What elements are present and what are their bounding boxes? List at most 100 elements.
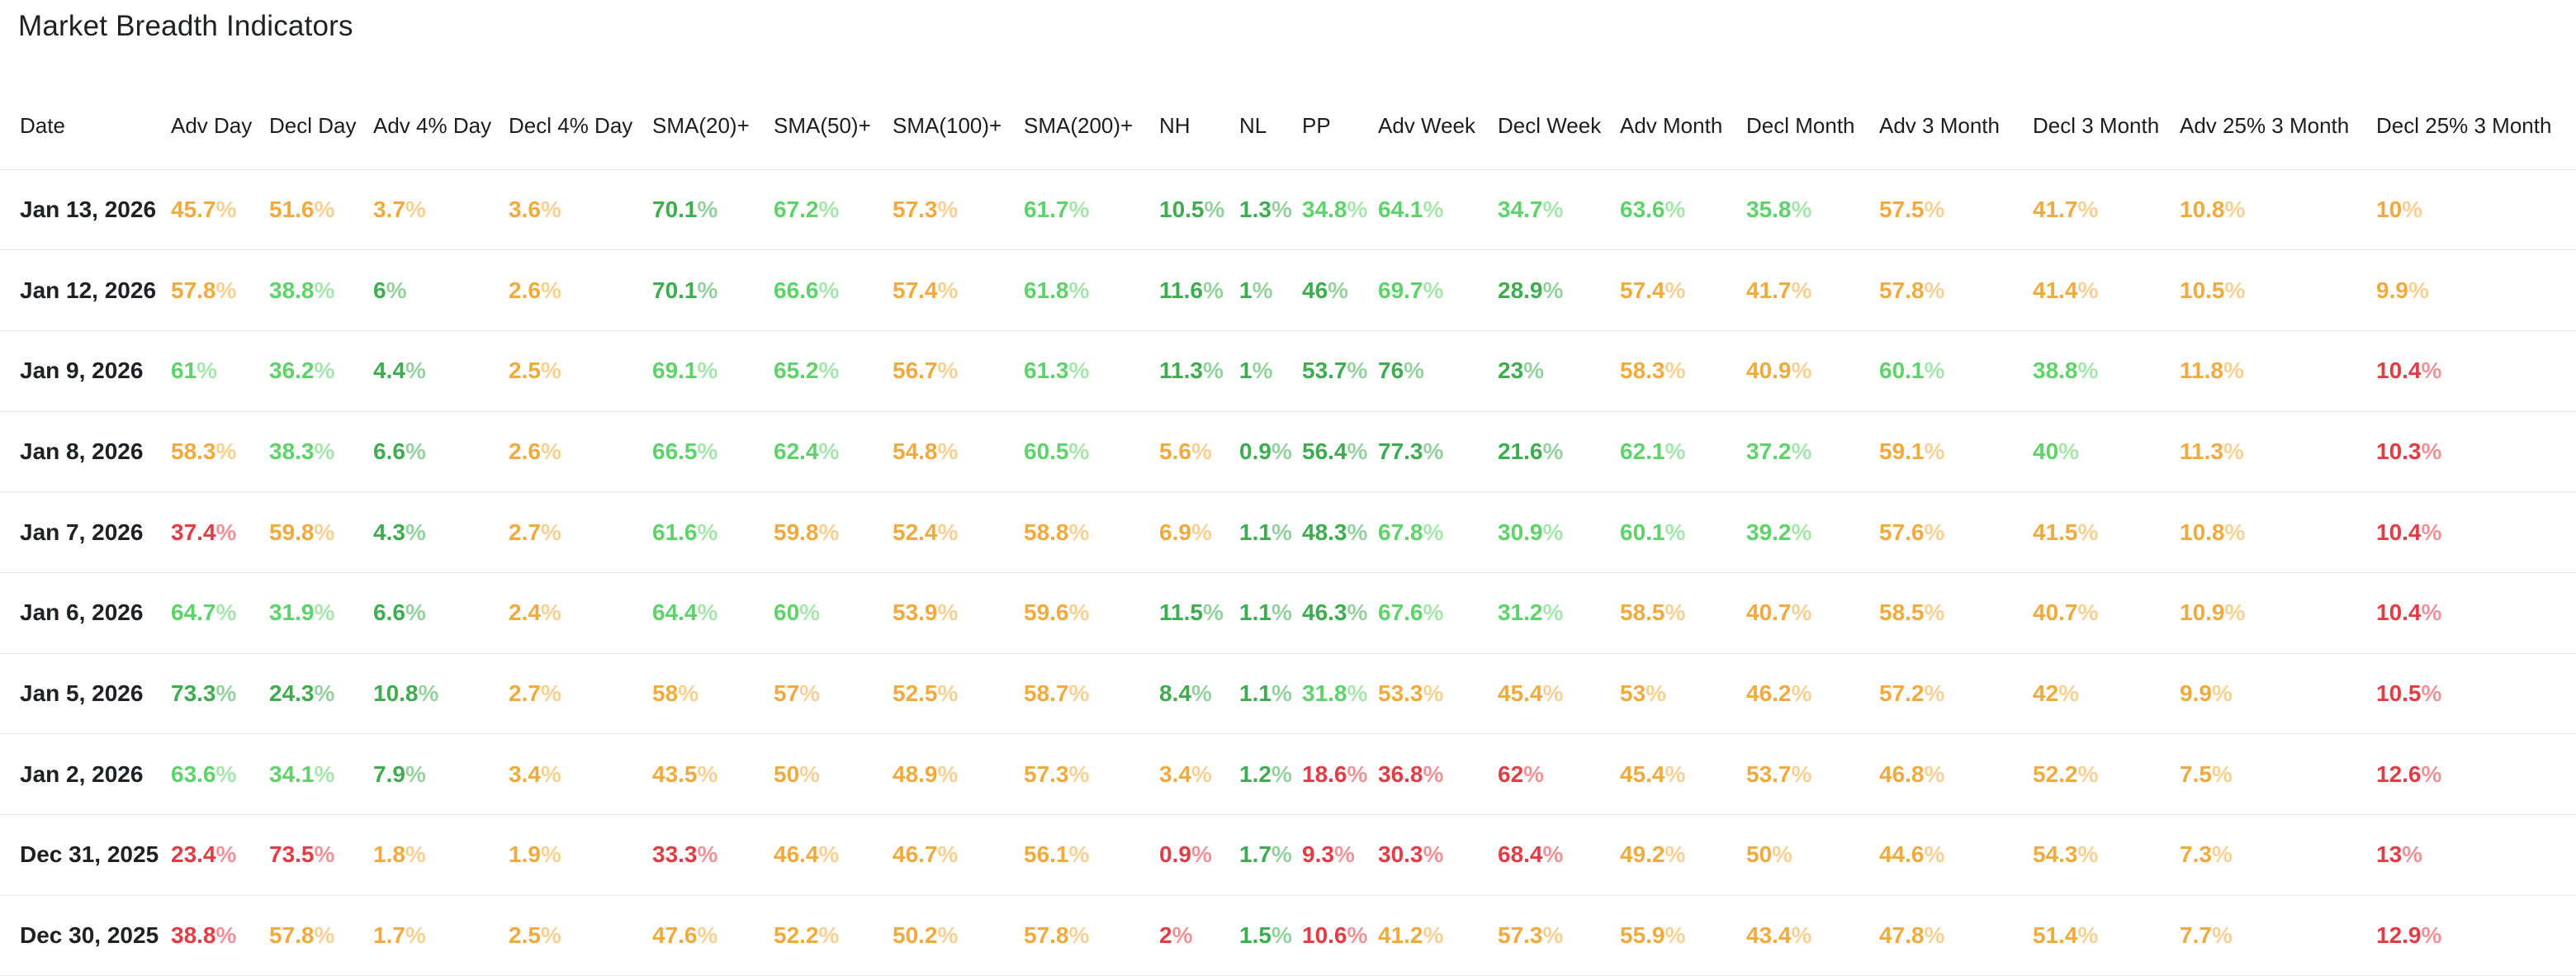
percent-sign: %: [314, 438, 335, 464]
metric-cell-pp: 53.7%: [1302, 358, 1368, 384]
metric-cell-adv-25-3-month: 11.3%: [2180, 438, 2244, 464]
metric-cell-sma-100: 56.7%: [893, 358, 959, 384]
percent-sign: %: [2077, 196, 2099, 222]
percent-sign: %: [2211, 922, 2233, 949]
percent-sign: %: [2058, 680, 2080, 706]
percent-sign: %: [405, 599, 426, 626]
percent-sign: %: [1068, 922, 1090, 949]
percent-sign: %: [1523, 358, 1545, 384]
percent-sign: %: [1252, 277, 1273, 303]
percent-sign: %: [799, 680, 821, 706]
metric-cell-adv-month: 63.6%: [1620, 196, 1686, 222]
column-header-pp: PP: [1302, 112, 1331, 138]
metric-cell-decl-week: 62%: [1498, 760, 1545, 787]
metric-cell-decl-4-day: 2.6%: [509, 277, 561, 303]
column-header-date: Date: [20, 112, 65, 138]
percent-sign: %: [697, 358, 718, 384]
percent-sign: %: [937, 519, 959, 545]
metric-cell-decl-3-month: 42%: [2033, 680, 2080, 706]
percent-sign: %: [540, 841, 561, 868]
percent-sign: %: [1423, 277, 1444, 303]
metric-cell-adv-week: 76%: [1378, 358, 1425, 384]
metric-cell-adv-week: 69.7%: [1378, 277, 1444, 303]
metric-cell-decl-week: 45.4%: [1498, 680, 1564, 706]
percent-sign: %: [937, 358, 959, 384]
metric-cell-decl-25-3-month: 10.4%: [2376, 519, 2442, 545]
percent-sign: %: [2058, 438, 2080, 464]
metric-cell-adv-3-month: 44.6%: [1879, 841, 1945, 868]
metric-cell-sma-100: 48.9%: [893, 760, 959, 787]
metric-cell-adv-week: 67.6%: [1378, 599, 1444, 626]
metric-cell-adv-3-month: 58.5%: [1879, 599, 1945, 626]
percent-sign: %: [405, 519, 426, 545]
market-breadth-table: Date Adv Day Decl Day Adv 4% Day Decl 4% Day…: [0, 83, 2576, 976]
metric-cell-sma-20: 61.6%: [652, 519, 718, 545]
metric-cell-sma-200: 61.7%: [1024, 196, 1090, 222]
percent-sign: %: [818, 277, 840, 303]
metric-cell-decl-week: 21.6%: [1498, 438, 1564, 464]
metric-cell-adv-week: 77.3%: [1378, 438, 1444, 464]
metric-cell-adv-month: 49.2%: [1620, 841, 1686, 868]
percent-sign: %: [215, 196, 237, 222]
percent-sign: %: [1068, 438, 1090, 464]
percent-sign: %: [1542, 599, 1564, 626]
percent-sign: %: [1271, 760, 1292, 787]
table-row: Jan 7, 2026 37.4% 59.8% 4.3% 2.7% 61.6% 59.8% 5…: [0, 492, 2576, 573]
percent-sign: %: [1791, 680, 1812, 706]
percent-sign: %: [2077, 358, 2099, 384]
percent-sign: %: [1423, 438, 1444, 464]
metric-cell-adv-month: 53%: [1620, 680, 1667, 706]
header-row: Date Adv Day Decl Day Adv 4% Day Decl 4% Day…: [0, 83, 2576, 169]
metric-cell-nh: 3.4%: [1159, 760, 1212, 787]
percent-sign: %: [1191, 760, 1212, 787]
metric-cell-decl-3-month: 38.8%: [2033, 358, 2099, 384]
percent-sign: %: [540, 519, 561, 545]
column-header-sma-50: SMA(50)+: [774, 112, 871, 138]
percent-sign: %: [1924, 760, 1945, 787]
percent-sign: %: [1347, 760, 1368, 787]
percent-sign: %: [2421, 680, 2442, 706]
metric-cell-adv-3-month: 57.2%: [1879, 680, 1945, 706]
column-header-decl-25-3-month: Decl 25% 3 Month: [2376, 112, 2552, 138]
percent-sign: %: [314, 277, 335, 303]
metric-cell-nl: 1.1%: [1239, 599, 1292, 626]
percent-sign: %: [405, 760, 426, 787]
percent-sign: %: [2224, 519, 2246, 545]
percent-sign: %: [1172, 922, 1193, 949]
percent-sign: %: [1542, 196, 1564, 222]
percent-sign: %: [1924, 438, 1945, 464]
metric-cell-adv-week: 53.3%: [1378, 680, 1444, 706]
percent-sign: %: [1664, 438, 1686, 464]
metric-cell-decl-4-day: 2.7%: [509, 519, 561, 545]
percent-sign: %: [2077, 760, 2099, 787]
column-header-sma-100: SMA(100)+: [893, 112, 1002, 138]
metric-cell-decl-25-3-month: 10.4%: [2376, 358, 2442, 384]
metric-cell-sma-20: 70.1%: [652, 196, 718, 222]
percent-sign: %: [1523, 760, 1545, 787]
percent-sign: %: [215, 438, 237, 464]
percent-sign: %: [1791, 196, 1812, 222]
metric-cell-sma-200: 57.3%: [1024, 760, 1090, 787]
metric-cell-decl-3-month: 41.7%: [2033, 196, 2099, 222]
column-header-sma-200: SMA(200)+: [1024, 112, 1134, 138]
metric-cell-adv-25-3-month: 7.3%: [2180, 841, 2233, 868]
percent-sign: %: [540, 922, 561, 949]
metric-cell-adv-day: 23.4%: [171, 841, 237, 868]
metric-cell-decl-3-month: 51.4%: [2033, 922, 2099, 949]
percent-sign: %: [1423, 519, 1444, 545]
metric-cell-adv-25-3-month: 11.8%: [2180, 358, 2244, 384]
percent-sign: %: [1347, 519, 1368, 545]
row-date: Dec 31, 2025: [20, 841, 159, 868]
column-header-decl-week: Decl Week: [1498, 112, 1602, 138]
percent-sign: %: [405, 358, 426, 384]
percent-sign: %: [1646, 680, 1667, 706]
percent-sign: %: [405, 196, 426, 222]
metric-cell-decl-day: 51.6%: [269, 196, 335, 222]
percent-sign: %: [215, 922, 237, 949]
metric-cell-decl-25-3-month: 10.4%: [2376, 599, 2442, 626]
percent-sign: %: [818, 358, 840, 384]
metric-cell-decl-25-3-month: 13%: [2376, 841, 2423, 868]
percent-sign: %: [2223, 358, 2244, 384]
metric-cell-sma-200: 61.3%: [1024, 358, 1090, 384]
percent-sign: %: [540, 760, 561, 787]
